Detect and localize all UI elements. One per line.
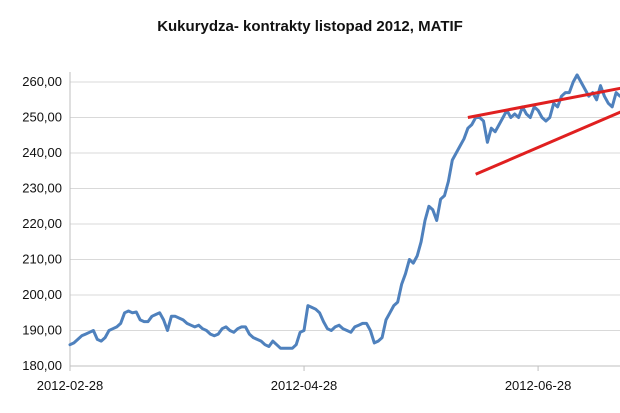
y-tick-label: 200,00 <box>22 287 62 302</box>
y-tick-label: 240,00 <box>22 145 62 160</box>
y-axis: 180,00 190,00 200,00 210,00 220,00 230,00 240,… <box>22 72 71 373</box>
price-line <box>68 73 620 350</box>
x-tick-label: 2012-02-28 <box>37 378 104 393</box>
trendline <box>475 110 620 176</box>
trendline <box>467 86 620 119</box>
gridlines <box>70 81 620 367</box>
chart-title: Kukurydza- kontrakty listopad 2012, MATI… <box>157 18 463 35</box>
y-tick-label: 220,00 <box>22 216 62 231</box>
trendlines-layer <box>467 86 620 176</box>
y-tick-label: 210,00 <box>22 252 62 267</box>
series-layer <box>68 73 620 350</box>
y-tick-label: 260,00 <box>22 74 62 89</box>
y-tick-label: 180,00 <box>22 358 62 373</box>
x-tick-label: 2012-04-28 <box>271 378 338 393</box>
y-tick-label: 250,00 <box>22 110 62 125</box>
x-tick-label: 2012-06-28 <box>505 378 572 393</box>
y-tick-label: 230,00 <box>22 181 62 196</box>
y-tick-label: 190,00 <box>22 323 62 338</box>
